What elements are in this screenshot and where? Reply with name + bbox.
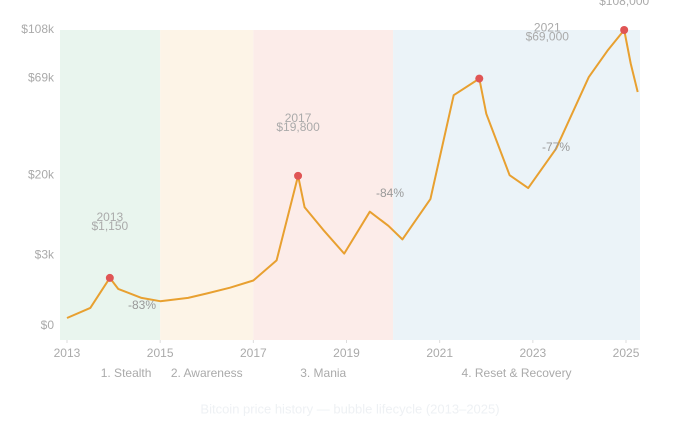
x-tick-label: 2025 [613,346,640,360]
y-tick-label: $0 [41,318,55,332]
drawdown-label: -77% [542,140,570,154]
peak-label: $19,800 [276,120,320,134]
y-tick-label: $20k [28,167,55,181]
phase-label: 2. Awareness [171,366,243,380]
peak-year: 2017 [285,111,312,125]
price-line [66,29,639,319]
x-tick-label: 2021 [426,346,453,360]
x-tick-label: 2015 [147,346,174,360]
y-tick-label: $69k [28,71,55,85]
peak-label: $108,000 [599,0,649,8]
phase-band [253,30,394,340]
peak-marker [475,74,484,83]
phase-label: 3. Mania [300,366,346,380]
x-tick-label: 2023 [519,346,546,360]
peak-marker [105,273,114,282]
phase-label: 4. Reset & Recovery [462,366,572,380]
x-tick-label: 2019 [333,346,360,360]
phase-label: 1. Stealth [101,366,152,380]
peak-label: $1,150 [91,219,128,233]
y-tick-label: $3k [35,248,55,262]
phase-band [160,30,254,340]
chart-title: Bitcoin price history — bubble lifecycle… [200,401,499,416]
peak-year: 2013 [96,210,123,224]
peak-label: $69,000 [526,30,570,44]
phase-band [393,30,640,340]
peak-marker [294,171,303,180]
phase-band [60,30,161,340]
peak-year: 2021 [534,21,561,35]
drawdown-label: -84% [376,186,404,200]
drawdown-label: -83% [128,298,156,312]
y-tick-label: $108k [21,22,55,36]
x-tick-label: 2017 [240,346,267,360]
peak-marker [620,26,629,34]
x-tick-label: 2013 [54,346,81,360]
